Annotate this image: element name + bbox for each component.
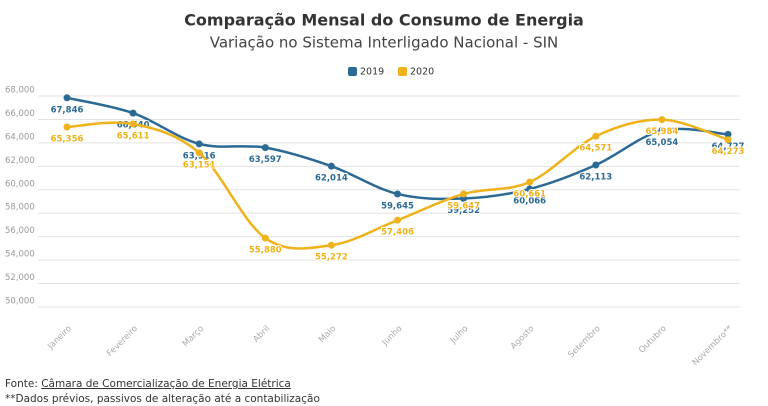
x-tick-label: Agosto <box>509 324 537 352</box>
data-label: 59,647 <box>447 201 480 211</box>
source: Fonte: Câmara de Comercialização de Ener… <box>5 378 291 390</box>
x-tick-label: Novembro** <box>691 324 735 368</box>
source-prefix: Fonte: <box>5 378 38 390</box>
point <box>526 185 534 193</box>
point <box>261 144 269 152</box>
data-label: 64,571 <box>579 144 612 154</box>
x-tick-label: Fevereiro <box>105 324 140 359</box>
data-label: 59,252 <box>447 206 480 216</box>
point <box>327 241 335 249</box>
point <box>195 140 203 148</box>
point <box>658 116 666 124</box>
point <box>63 123 71 131</box>
x-tick-label: Janeiro <box>45 324 73 352</box>
data-label: 64,727 <box>712 142 745 152</box>
data-label: 57,406 <box>381 228 414 238</box>
source-link[interactable]: Câmara de Comercialização de Energia Elé… <box>41 378 291 390</box>
point <box>460 190 468 198</box>
point <box>526 178 534 186</box>
y-tick-label: 68,000 <box>5 86 35 96</box>
data-label: 59,645 <box>381 201 414 211</box>
y-tick-label: 50,000 <box>5 297 35 307</box>
point <box>129 120 137 128</box>
data-label: 60,066 <box>513 197 546 207</box>
data-label: 67,846 <box>51 105 84 115</box>
legend-swatch <box>398 67 407 76</box>
data-label: 65,356 <box>51 134 84 144</box>
point <box>394 190 401 198</box>
point <box>195 149 203 157</box>
legend-label: 2020 <box>410 67 434 78</box>
point <box>394 216 401 224</box>
y-tick-label: 52,000 <box>5 273 35 283</box>
y-tick-label: 64,000 <box>5 132 35 142</box>
data-label: 65,984 <box>645 127 678 137</box>
y-tick-label: 62,000 <box>5 156 35 166</box>
data-label: 62,014 <box>315 174 348 184</box>
data-label: 65,054 <box>645 138 678 148</box>
x-tick-label: Outubro <box>637 324 669 356</box>
data-label: 63,597 <box>249 155 282 165</box>
legend-swatch <box>348 67 357 76</box>
point <box>129 109 137 117</box>
point <box>658 127 666 135</box>
y-tick-label: 58,000 <box>5 203 35 213</box>
data-label: 64,273 <box>712 147 745 157</box>
point <box>327 162 335 170</box>
y-tick-label: 66,000 <box>5 109 35 119</box>
point <box>261 234 269 242</box>
point <box>592 132 600 140</box>
x-tick-label: Abril <box>251 324 272 345</box>
y-tick-label: 56,000 <box>5 226 35 236</box>
chart: Comparação Mensal do Consumo de Energia … <box>5 11 745 369</box>
point <box>63 94 71 102</box>
chart-title: Comparação Mensal do Consumo de Energia <box>184 11 584 30</box>
x-tick-label: Setembro <box>566 324 602 360</box>
x-tick-label: Maio <box>317 324 338 345</box>
data-label: 55,880 <box>249 246 282 256</box>
data-label: 65,611 <box>117 132 150 142</box>
note: **Dados prévios, passivos de alteração a… <box>5 393 320 405</box>
legend-label: 2019 <box>360 67 384 78</box>
chart-subtitle: Variação no Sistema Interligado Nacional… <box>210 34 559 52</box>
data-label: 63,151 <box>183 160 216 170</box>
y-tick-label: 54,000 <box>5 250 35 260</box>
x-tick-label: Julho <box>448 324 471 347</box>
data-label: 60,661 <box>513 190 546 200</box>
data-label: 55,272 <box>315 253 348 263</box>
data-label: 62,113 <box>579 173 612 183</box>
series-line <box>66 96 729 201</box>
y-tick-label: 60,000 <box>5 179 35 189</box>
x-tick-label: Junho <box>380 324 405 349</box>
point <box>724 130 732 138</box>
data-label: 63,916 <box>183 151 216 161</box>
point <box>724 136 732 144</box>
x-tick-label: Março <box>181 324 206 349</box>
point <box>592 161 600 169</box>
